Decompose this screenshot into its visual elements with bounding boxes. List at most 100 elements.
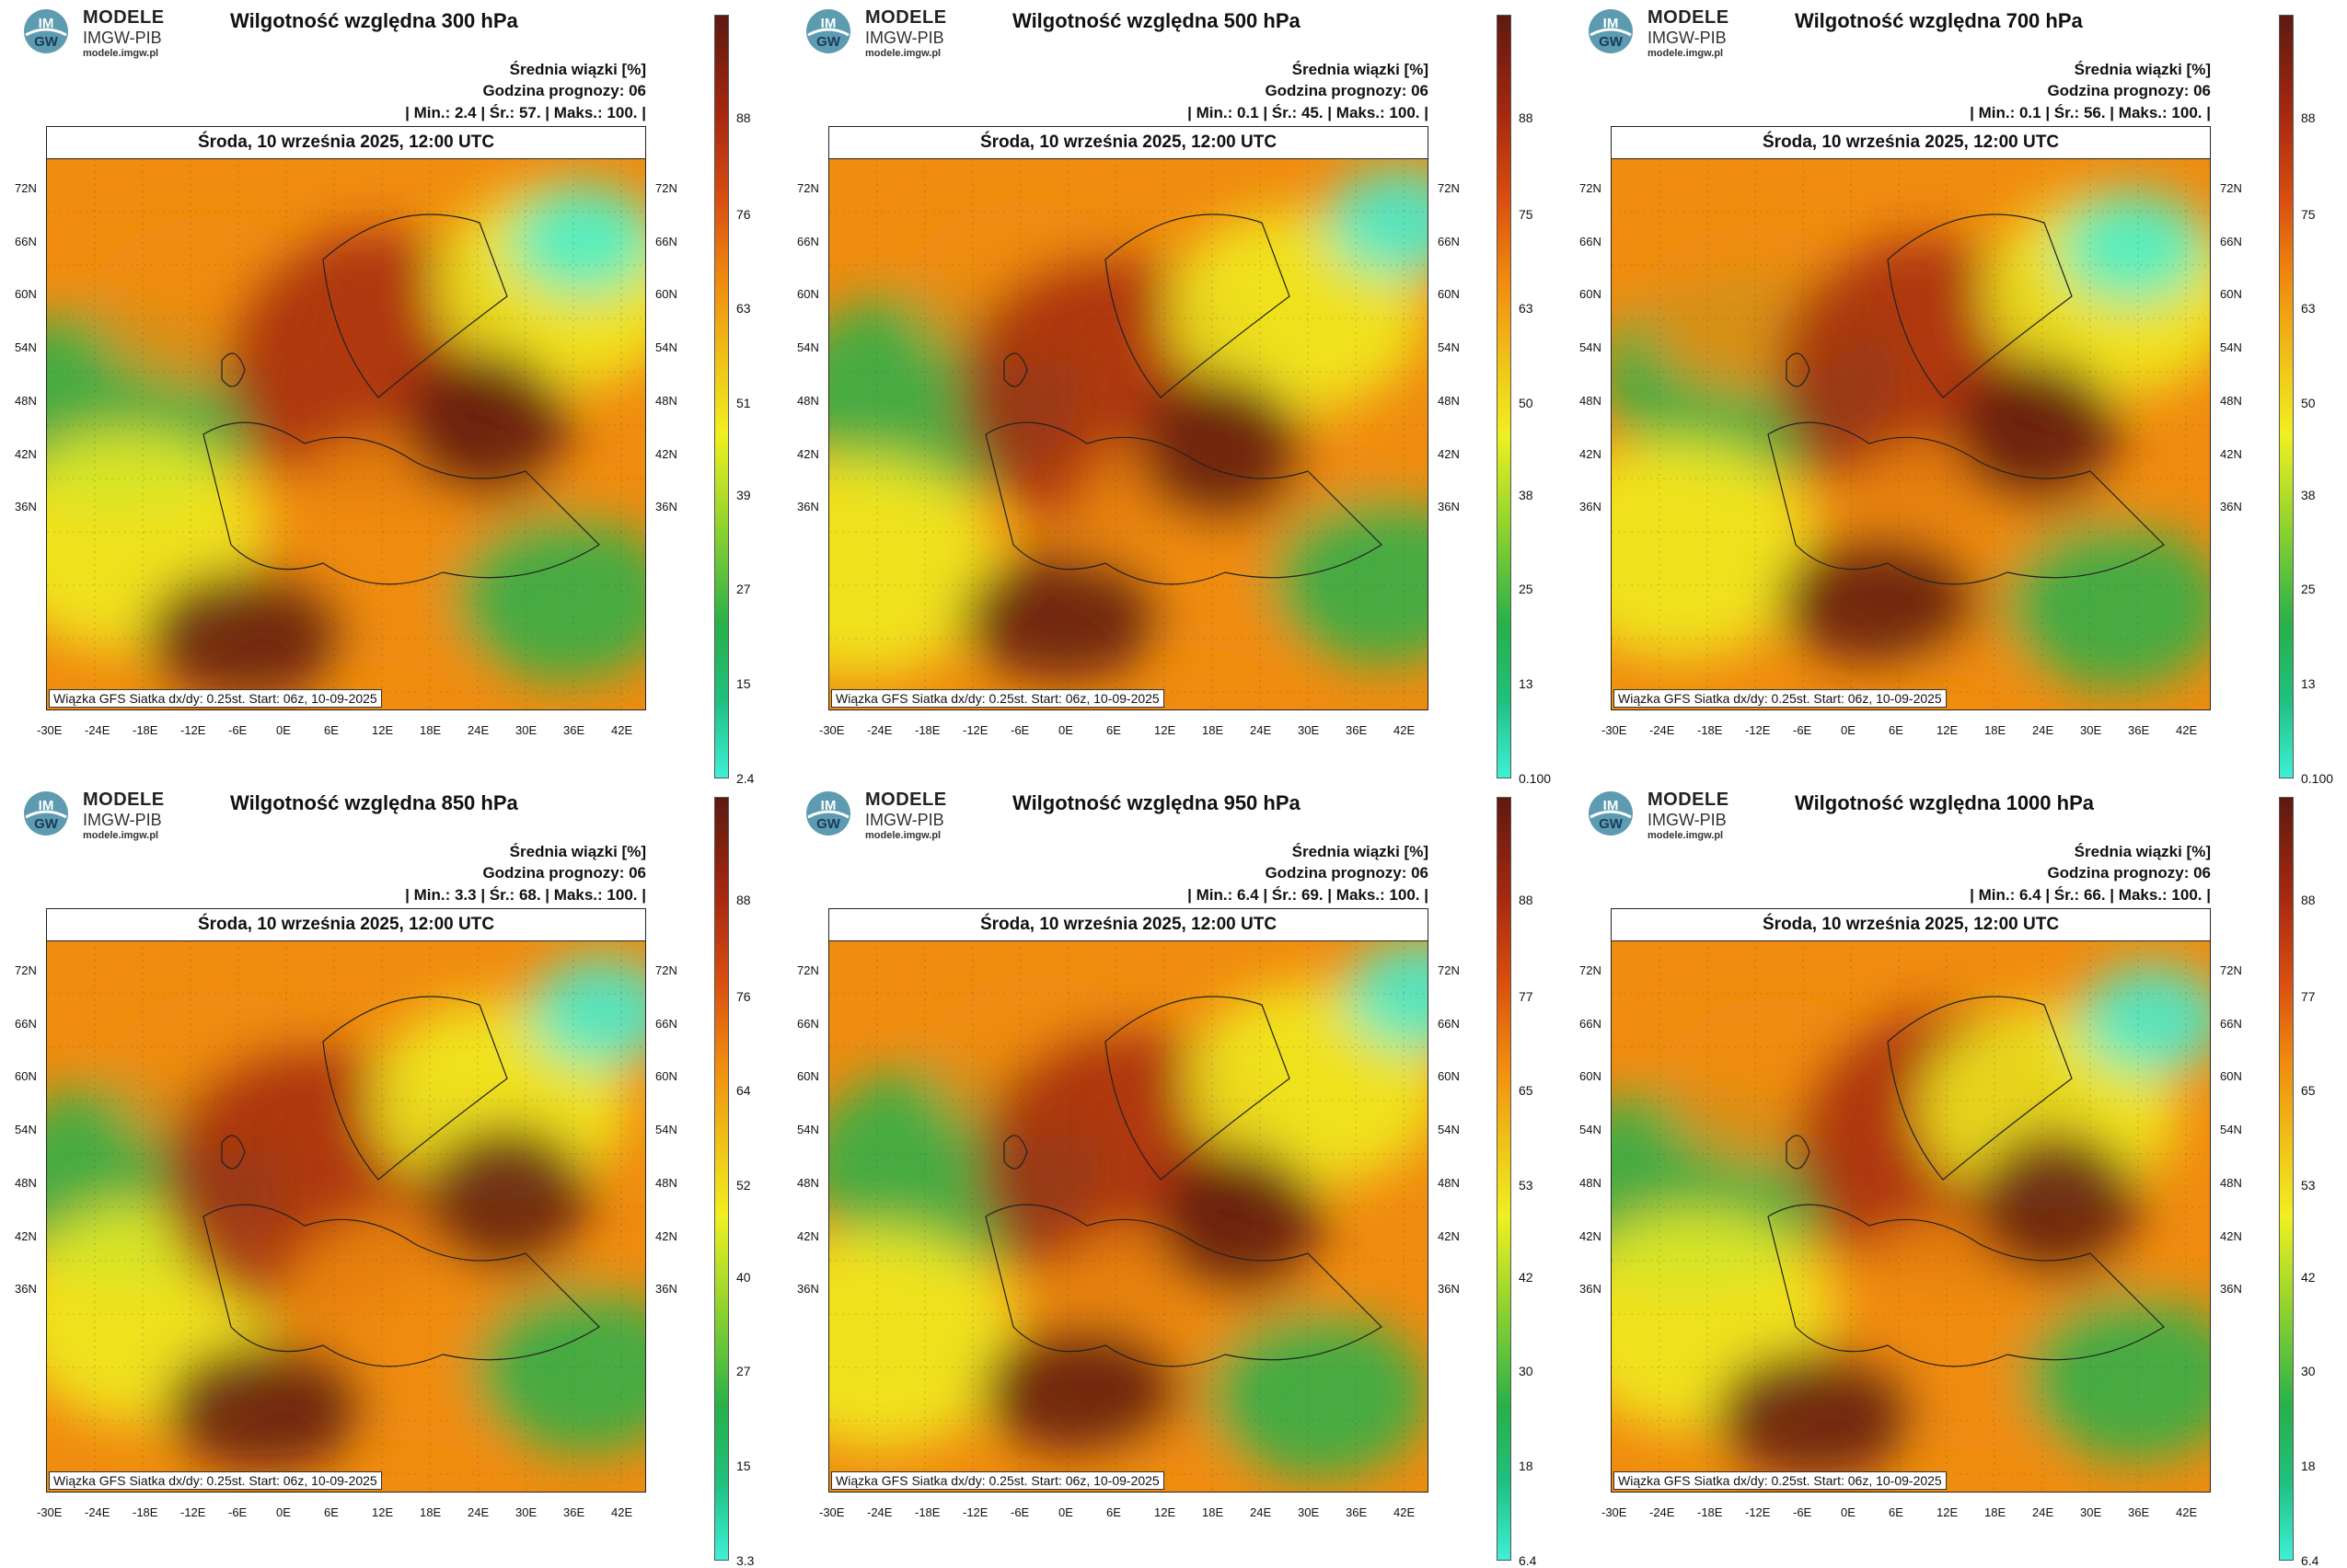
lon-label: 6E	[1106, 723, 1121, 737]
lon-label: 6E	[1106, 1505, 1121, 1519]
lon-label: 12E	[1937, 723, 1959, 737]
colorbar-tick: 40	[736, 1270, 751, 1285]
run-footer: Wiązka GFS Siatka dx/dy: 0.25st. Start: …	[1613, 1471, 1947, 1490]
colorbar-tick: 6.4	[1519, 1553, 1537, 1568]
map-area: Środa, 10 września 2025, 12:00 UTC Wiązka…	[828, 908, 1428, 1493]
lat-label-left: 36N	[1579, 1282, 1601, 1296]
lon-label: -24E	[85, 723, 110, 737]
lon-label: -24E	[1649, 723, 1675, 737]
lat-label-right: 42N	[2220, 447, 2242, 461]
lat-label-left: 54N	[797, 1123, 819, 1136]
stat-min: 3.3	[454, 886, 477, 904]
lon-label: -18E	[915, 723, 941, 737]
lon-label: 42E	[611, 1505, 633, 1519]
colorbar-tick: 50	[2301, 396, 2316, 410]
run-footer: Wiązka GFS Siatka dx/dy: 0.25st. Start: …	[49, 1471, 382, 1490]
map-area: Środa, 10 września 2025, 12:00 UTC Wiązka…	[46, 126, 646, 710]
colorbar-tick: 76	[736, 207, 751, 222]
lon-label: 42E	[611, 723, 633, 737]
lon-label: 30E	[1298, 723, 1320, 737]
lat-label-left: 60N	[797, 1069, 819, 1083]
brand-url[interactable]: modele.imgw.pl	[1648, 830, 1724, 841]
lat-label-right: 60N	[1438, 287, 1460, 301]
map-area: Środa, 10 września 2025, 12:00 UTC Wiązka…	[1611, 908, 2211, 1493]
lat-label-right: 66N	[2220, 235, 2242, 248]
lat-label-left: 48N	[797, 394, 819, 408]
lat-label-left: 54N	[15, 1123, 37, 1136]
lat-label-right: 48N	[1438, 1176, 1460, 1190]
lon-label: 30E	[2080, 723, 2102, 737]
lat-label-right: 54N	[655, 1123, 677, 1136]
lon-label: 6E	[1889, 1505, 1903, 1519]
logo-mark-bottom: GW	[34, 816, 59, 832]
forecast-panel: IM GW MODELE IMGW-PIB modele.imgw.pl Wilgotno…	[782, 0, 1565, 786]
stat-max: 100.	[607, 886, 638, 904]
lon-label: -30E	[37, 1505, 63, 1519]
lon-label: 36E	[1346, 723, 1368, 737]
lon-label: -30E	[37, 723, 63, 737]
lat-label-left: 54N	[15, 340, 37, 354]
forecast-hour: Godzina prognozy: 06	[2047, 82, 2211, 99]
lat-label-right: 72N	[1438, 963, 1460, 977]
lat-label-right: 48N	[1438, 394, 1460, 408]
brand-block: MODELE IMGW-PIB modele.imgw.pl	[865, 7, 947, 59]
stats-line: | Min.: 6.4 | Śr.: 66. | Maks.: 100. |	[1970, 886, 2211, 904]
colorbar-tick: 18	[2301, 1458, 2316, 1473]
stat-label: Średnia wiązki [%]	[1291, 843, 1428, 860]
lon-label: 42E	[1393, 723, 1416, 737]
lat-label-right: 48N	[2220, 1176, 2242, 1190]
stats-line: | Min.: 2.4 | Śr.: 57. | Maks.: 100. |	[405, 104, 646, 121]
brand-block: MODELE IMGW-PIB modele.imgw.pl	[1648, 7, 1729, 59]
lon-label: 0E	[1058, 1505, 1073, 1519]
stat-label: Średnia wiązki [%]	[1291, 61, 1428, 78]
colorbar-tick: 13	[2301, 676, 2316, 691]
lat-label-right: 42N	[1438, 447, 1460, 461]
map-area: Środa, 10 września 2025, 12:00 UTC Wiązka…	[828, 126, 1428, 710]
lat-label-left: 72N	[15, 181, 37, 195]
lat-label-right: 54N	[1438, 1123, 1460, 1136]
colorbar-tick: 2.4	[736, 771, 755, 786]
lat-label-left: 36N	[797, 1282, 819, 1296]
logo-mark-bottom: GW	[816, 34, 841, 50]
brand-url[interactable]: modele.imgw.pl	[865, 830, 942, 841]
brand-url[interactable]: modele.imgw.pl	[83, 48, 159, 59]
lon-label: -12E	[963, 1505, 989, 1519]
brand-name: MODELE	[1648, 7, 1729, 28]
lon-label: 18E	[420, 723, 442, 737]
lat-label-left: 66N	[797, 235, 819, 248]
stat-min: 2.4	[454, 104, 477, 121]
brand-org: IMGW-PIB	[1648, 29, 1727, 47]
stat-mean: 66.	[2083, 886, 2106, 904]
colorbar-tick: 53	[2301, 1178, 2316, 1193]
lon-label: -18E	[133, 1505, 158, 1519]
humidity-field	[47, 940, 645, 1492]
colorbar-tick: 25	[1519, 582, 1533, 596]
panel-title: Wilgotność względna 500 hPa	[1012, 9, 1301, 32]
colorbar-tick: 75	[2301, 207, 2316, 222]
lat-label-right: 60N	[655, 287, 677, 301]
brand-url[interactable]: modele.imgw.pl	[865, 48, 942, 59]
brand-url[interactable]: modele.imgw.pl	[83, 830, 159, 841]
lat-label-right: 72N	[1438, 181, 1460, 195]
colorbar-tick: 75	[1519, 207, 1533, 222]
colorbar-tick: 50	[1519, 396, 1533, 410]
lon-label: 18E	[1984, 1505, 2006, 1519]
lat-label-right: 60N	[1438, 1069, 1460, 1083]
brand-url[interactable]: modele.imgw.pl	[1648, 48, 1724, 59]
colorbar-tick: 13	[1519, 676, 1533, 691]
lon-label: -12E	[180, 1505, 206, 1519]
lat-label-right: 66N	[1438, 1017, 1460, 1031]
panel-title: Wilgotność względna 300 hPa	[230, 9, 518, 32]
valid-date: Środa, 10 września 2025, 12:00 UTC	[1612, 909, 2210, 941]
logo-mark-bottom: GW	[816, 816, 841, 832]
lat-label-right: 42N	[655, 447, 677, 461]
lat-label-left: 48N	[797, 1176, 819, 1190]
lon-label: -18E	[1697, 723, 1723, 737]
lat-label-right: 54N	[2220, 1123, 2242, 1136]
lon-label: 24E	[1250, 1505, 1272, 1519]
lon-label: 0E	[1058, 723, 1073, 737]
lon-label: 24E	[468, 723, 490, 737]
lon-label: -24E	[85, 1505, 110, 1519]
stat-mean: 45.	[1301, 104, 1324, 121]
